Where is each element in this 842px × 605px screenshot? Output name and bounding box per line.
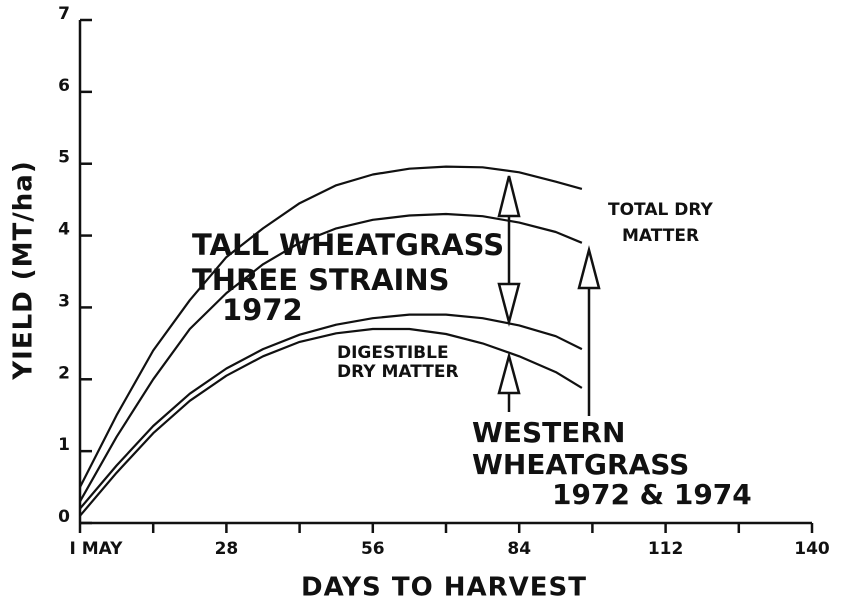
arrow-head	[497, 351, 521, 395]
arrow-head	[497, 282, 521, 327]
annotation: DIGESTIBLE	[337, 343, 449, 363]
x-tick-label: 56	[361, 539, 385, 559]
curve	[79, 212, 583, 502]
y-tick-label: 5	[58, 148, 70, 168]
annotation: THREE STRAINS	[192, 263, 450, 297]
y-tick-label: 1	[58, 435, 70, 455]
annotation: WHEATGRASS	[472, 448, 689, 481]
y-tick-label: 3	[58, 291, 70, 311]
curve	[79, 313, 583, 510]
y-tick-label: 7	[58, 4, 70, 24]
annotation: 1972 & 1974	[552, 478, 752, 511]
y-tick-label: 4	[58, 220, 70, 240]
curve	[79, 165, 583, 488]
x-tick-label: 28	[215, 539, 239, 559]
annotation: TALL WHEATGRASS	[192, 228, 504, 262]
y-tick-label: 0	[58, 507, 70, 527]
x-tick-label: 140	[794, 539, 830, 559]
x-tick-label: I MAY	[69, 539, 123, 559]
annotation: 1972	[222, 293, 303, 327]
arrow-head	[497, 175, 521, 218]
x-axis-title: DAYS TO HARVEST	[301, 573, 587, 603]
arrow-head	[577, 245, 601, 290]
x-tick-label: 112	[648, 539, 684, 559]
y-tick-label: 6	[58, 76, 70, 96]
annotation: TOTAL DRY	[608, 200, 714, 220]
annotation: DRY MATTER	[337, 362, 459, 382]
annotation: MATTER	[622, 226, 699, 246]
arrows	[497, 175, 601, 416]
x-tick-label: 84	[507, 539, 531, 559]
y-axis-title: YIELD (MT/ha)	[9, 160, 39, 380]
curve	[79, 327, 583, 517]
annotation: WESTERN	[472, 416, 625, 449]
y-tick-label: 2	[58, 363, 70, 383]
